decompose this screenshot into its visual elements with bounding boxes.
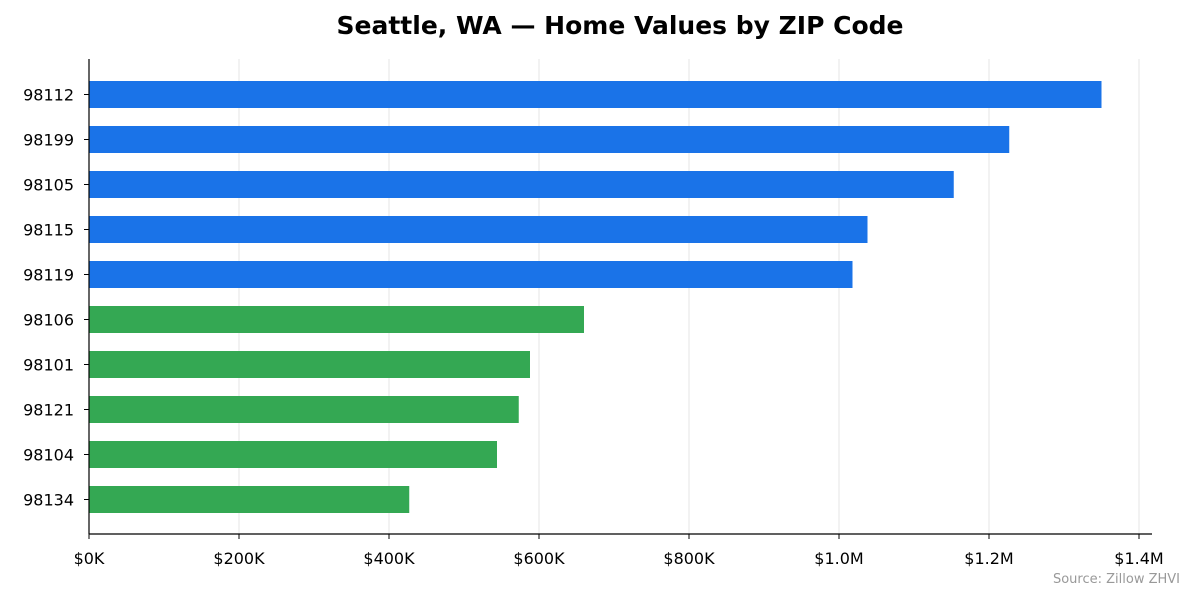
bar-98104 [89, 441, 497, 468]
x-tick-label: $1.0M [814, 549, 863, 568]
bars [89, 81, 1102, 513]
chart-title: Seattle, WA — Home Values by ZIP Code [336, 11, 904, 40]
source-note: Source: Zillow ZHVI [1052, 572, 1180, 587]
x-tick-label: $0K [74, 549, 105, 568]
x-tick-label: $1.4M [1114, 549, 1163, 568]
bar-98121 [89, 396, 519, 423]
y-tick-label: 98115 [23, 221, 74, 240]
y-tick-label: 98105 [23, 176, 74, 195]
y-tick-label: 98112 [23, 86, 74, 105]
x-tick-label: $200K [213, 549, 265, 568]
bar-98119 [89, 261, 853, 288]
bar-98199 [89, 126, 1010, 153]
x-tick-label: $1.2M [964, 549, 1013, 568]
x-tick-label: $600K [513, 549, 565, 568]
bar-98106 [89, 306, 584, 333]
bar-98112 [89, 81, 1102, 108]
bar-98101 [89, 351, 530, 378]
bar-98115 [89, 216, 868, 243]
y-tick-label: 98101 [23, 356, 74, 375]
y-tick-label: 98119 [23, 266, 74, 285]
y-tick-label: 98199 [23, 131, 74, 150]
y-tick-label: 98121 [23, 401, 74, 420]
y-tick-labels: 98112 98199 98105 98115 98119 98106 98101 98121… [23, 86, 89, 510]
bar-98105 [89, 171, 954, 198]
y-tick-label: 98104 [23, 446, 74, 465]
x-tick-label: $400K [363, 549, 415, 568]
y-tick-label: 98106 [23, 311, 74, 330]
x-tick-label: $800K [663, 549, 715, 568]
x-tick-labels: $0K $200K $400K $600K $800K $1.0M $1.2M $1.4M [74, 534, 1164, 568]
bar-98134 [89, 486, 410, 513]
y-tick-label: 98134 [23, 491, 74, 510]
